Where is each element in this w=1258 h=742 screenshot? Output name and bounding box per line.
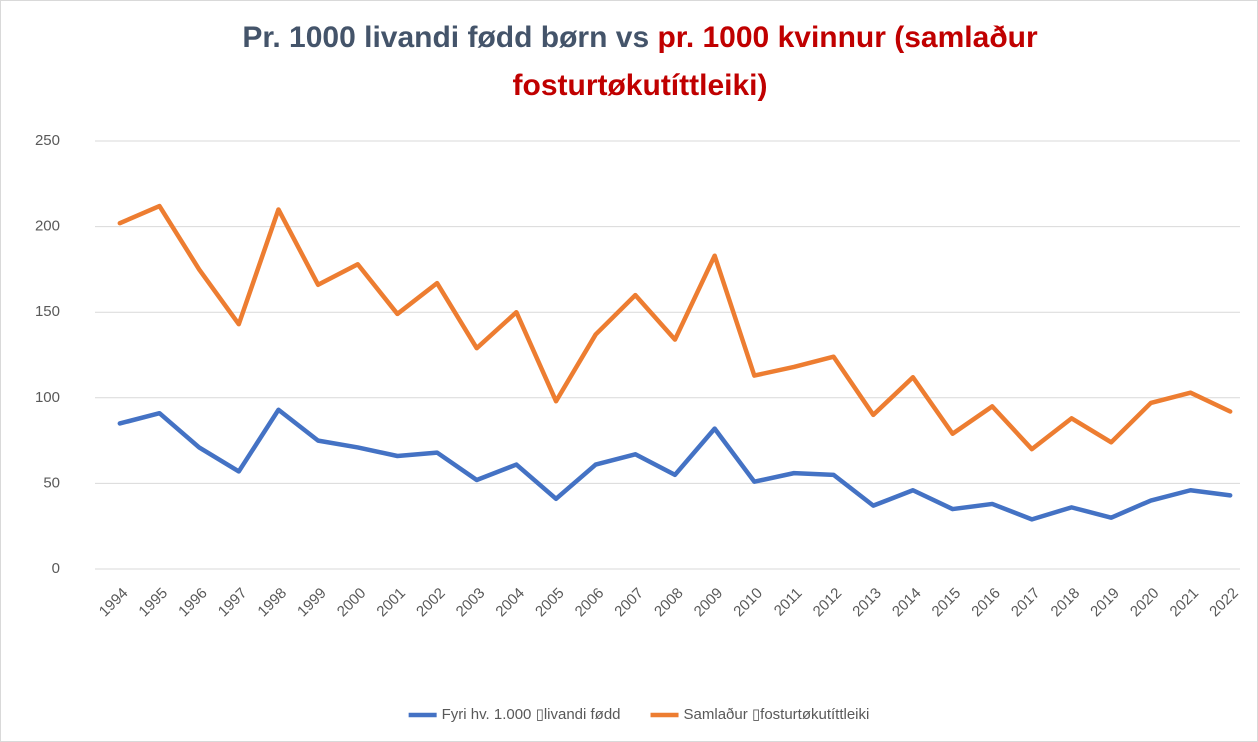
chart-title: Pr. 1000 livandi fødd børn vs pr. 1000 k… [190, 14, 1090, 110]
series-line [117, 407, 1233, 522]
title-part: Pr. 1000 livandi fødd børn vs [242, 21, 650, 54]
x-tick-label: 2009 [691, 585, 727, 621]
x-tick-label: 1999 [294, 585, 330, 621]
x-tick-label: 2010 [730, 585, 766, 621]
x-tick-label: 1998 [254, 585, 290, 621]
x-tick-label: 2006 [572, 585, 608, 621]
x-tick-label: 2018 [1048, 585, 1084, 621]
x-tick-label: 2017 [1008, 585, 1044, 621]
x-tick-label: 2020 [1127, 585, 1163, 621]
x-tick-label: 1997 [215, 585, 251, 621]
x-tick-label: 1995 [135, 585, 171, 621]
x-tick-label: 2007 [611, 585, 647, 621]
x-tick-label: 2012 [810, 585, 846, 621]
x-tick-label: 2016 [968, 585, 1004, 621]
x-tick-label: 2015 [929, 585, 965, 621]
legend-label: Samlaður ▯fosturtøkutíttleiki [684, 706, 870, 723]
x-tick-label: 1994 [96, 585, 132, 621]
x-tick-label: 1996 [175, 585, 211, 621]
y-tick-label: 250 [35, 132, 60, 149]
legend: Fyri hv. 1.000 ▯livandi fødd Samlaður ▯fo… [408, 706, 870, 723]
x-tick-label: 2005 [532, 585, 568, 621]
series-line [117, 203, 1233, 452]
title-part: pr. 1000 kvinnur (samlaður fosturtøkutít… [512, 21, 1038, 102]
x-tick-label: 2019 [1087, 585, 1123, 621]
x-tick-label: 2003 [453, 585, 489, 621]
x-tick-label: 2013 [849, 585, 885, 621]
x-tick-label: 2021 [1167, 585, 1203, 621]
y-tick-label: 150 [35, 303, 60, 320]
x-tick-label: 2008 [651, 585, 687, 621]
x-tick-label: 2002 [413, 585, 449, 621]
y-tick-label: 0 [52, 560, 60, 577]
x-tick-label: 2022 [1206, 585, 1242, 621]
x-tick-label: 2014 [889, 585, 925, 621]
x-tick-label: 2011 [771, 585, 806, 620]
x-tick-label: 2001 [373, 585, 409, 621]
x-tick-label: 2000 [334, 585, 370, 621]
x-tick-label: 2004 [492, 585, 528, 621]
y-tick-label: 200 [35, 218, 60, 235]
y-tick-label: 50 [43, 474, 60, 491]
legend-label: Fyri hv. 1.000 ▯livandi fødd [442, 706, 621, 723]
y-tick-label: 100 [35, 389, 60, 406]
